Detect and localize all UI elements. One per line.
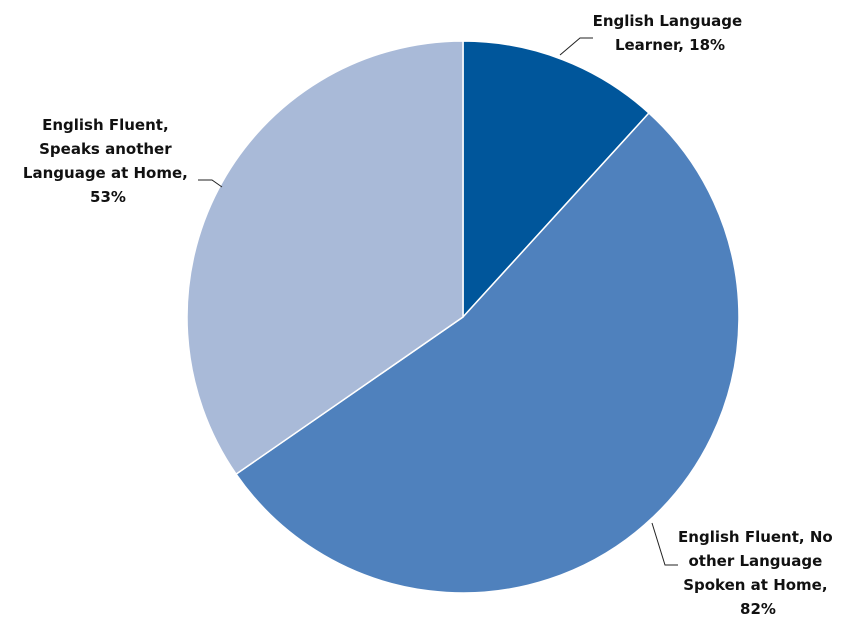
- pie-slice-english-learner: [462, 40, 650, 319]
- pie-slices: [186, 40, 740, 594]
- leader-line-fluent-no-other: [651, 522, 678, 566]
- slice-label-fluent-speaks-another: English Fluent, Speaks another Language …: [23, 116, 193, 206]
- leader-line-fluent-speaks-another: [198, 179, 223, 188]
- slice-label-english-learner: English Language Learner, 18%: [593, 12, 748, 54]
- pie-slice-fluent-no-other: [235, 111, 740, 594]
- leader-line-english-learner: [559, 37, 593, 56]
- pie-slice-fluent-speaks-another: [186, 40, 464, 476]
- slice-label-fluent-no-other: English Fluent, No other Language Spoken…: [678, 528, 838, 618]
